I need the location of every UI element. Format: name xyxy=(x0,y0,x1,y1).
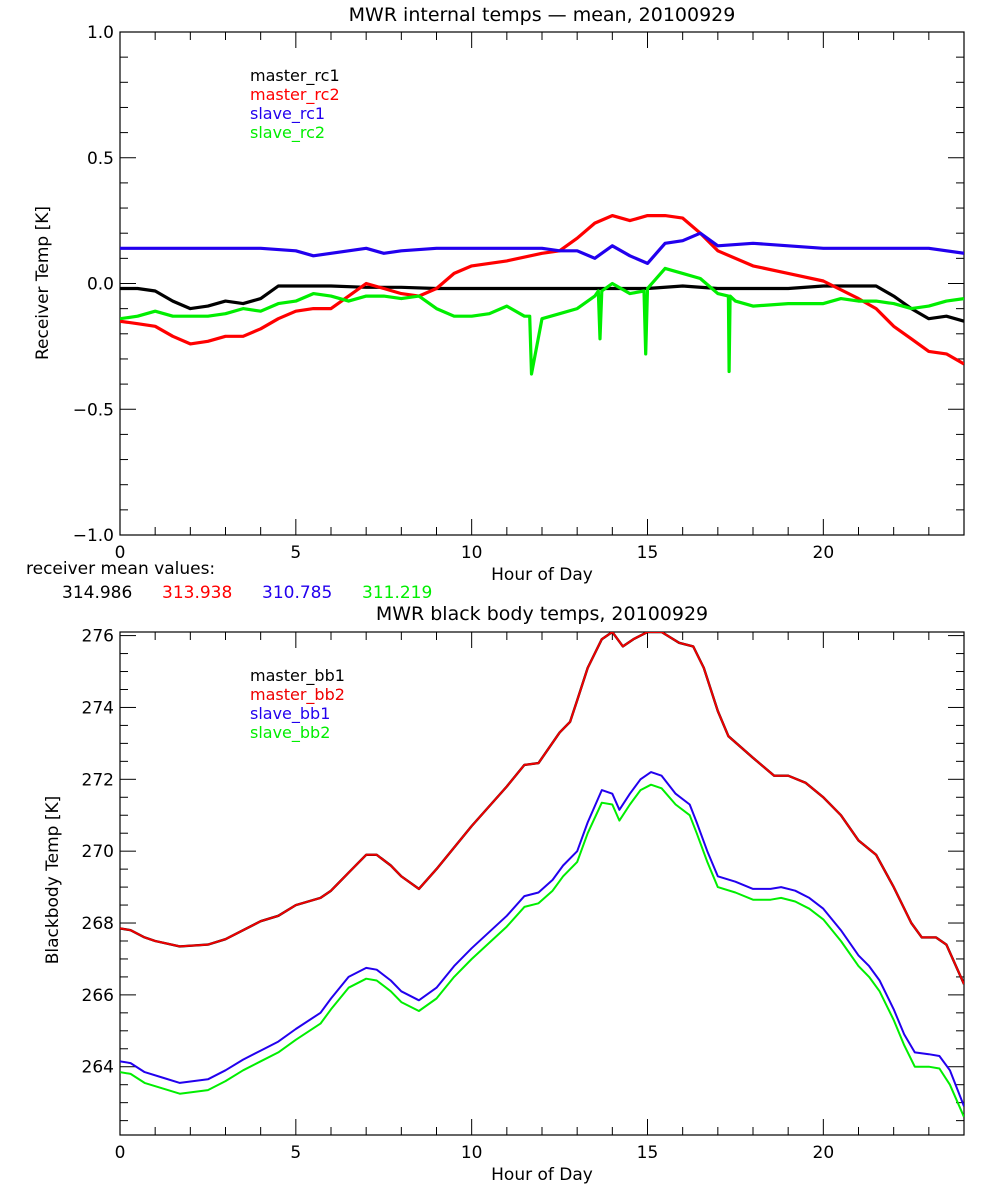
x-tick-label: 0 xyxy=(115,1143,126,1163)
x-tick-label: 5 xyxy=(290,543,301,563)
y-tick-label: 276 xyxy=(82,627,114,647)
legend-entry-slave-bb2: slave_bb2 xyxy=(250,723,330,743)
y-tick-label: 0.0 xyxy=(87,275,114,295)
legend-entry-master-bb1: master_bb1 xyxy=(250,666,345,686)
plot1-xlabel: Hour of Day xyxy=(491,565,593,585)
x-tick-label: 0 xyxy=(115,543,126,563)
legend-entry-slave-rc1: slave_rc1 xyxy=(250,104,325,124)
mean-value: 310.785 xyxy=(262,583,332,603)
plot1-ticks: 0 5 10 15 20 −1.0 −0.5 0.0 0.5 1.0 xyxy=(73,23,965,563)
y-tick-label: 270 xyxy=(82,842,114,862)
y-tick-label: −1.0 xyxy=(73,526,114,546)
y-tick-label: 272 xyxy=(82,770,114,790)
legend-entry-slave-bb1: slave_bb1 xyxy=(250,704,330,724)
x-tick-label: 20 xyxy=(813,543,835,563)
mean-values: 314.986 313.938 310.785 311.219 xyxy=(62,583,432,603)
mean-values-label: receiver mean values: xyxy=(26,559,215,579)
plot1-ylabel: Receiver Temp [K] xyxy=(33,206,53,360)
series-line-master-rc1 xyxy=(120,284,964,323)
x-tick-label: 15 xyxy=(637,1143,659,1163)
plot2-series xyxy=(120,632,964,1118)
series-line-slave-rc2 xyxy=(120,266,964,376)
y-tick-label: −0.5 xyxy=(73,400,114,420)
plot1-title: MWR internal temps — mean, 20100929 xyxy=(349,4,736,26)
series-line-master-rc2 xyxy=(120,214,964,366)
plot1-frame xyxy=(119,31,965,536)
series-line-master-bb1 xyxy=(120,632,964,985)
legend-entry-master-rc2: master_rc2 xyxy=(250,85,340,105)
legend-entry-master-rc1: master_rc1 xyxy=(250,66,340,86)
plot2-ticks: 0 5 10 15 20 264 266 268 270 272 274 276 xyxy=(82,627,965,1163)
x-tick-label: 20 xyxy=(813,1143,835,1163)
y-tick-label: 1.0 xyxy=(87,23,114,43)
y-tick-label: 0.5 xyxy=(87,149,114,169)
plot2-title: MWR black body temps, 20100929 xyxy=(376,603,708,625)
plot2-frame xyxy=(119,631,965,1136)
plot1-series xyxy=(120,214,964,376)
y-tick-label: 264 xyxy=(82,1058,114,1078)
series-line-slave-rc1 xyxy=(120,231,964,265)
legend-entry-master-bb2: master_bb2 xyxy=(250,685,345,705)
x-tick-label: 15 xyxy=(637,543,659,563)
x-tick-label: 10 xyxy=(461,1143,483,1163)
plot2-ylabel: Blackbody Temp [K] xyxy=(43,796,63,965)
plot2-xlabel: Hour of Day xyxy=(491,1165,593,1185)
mean-value: 313.938 xyxy=(162,583,232,603)
y-tick-label: 274 xyxy=(82,698,114,718)
receiver-temps-plot: MWR internal temps — mean, 20100929 0 5 10… xyxy=(26,4,965,603)
x-tick-label: 5 xyxy=(290,1143,301,1163)
y-tick-label: 266 xyxy=(82,986,114,1006)
x-tick-label: 10 xyxy=(461,543,483,563)
blackbody-temps-plot: MWR black body temps, 20100929 0 5 10 15 20 2… xyxy=(43,603,965,1185)
series-line-master-bb2 xyxy=(120,632,964,985)
y-tick-label: 268 xyxy=(82,914,114,934)
legend-entry-slave-rc2: slave_rc2 xyxy=(250,123,325,143)
mean-value: 311.219 xyxy=(362,583,432,603)
mean-value: 314.986 xyxy=(62,583,132,603)
series-line-slave-bb2 xyxy=(120,783,964,1118)
series-line-slave-bb1 xyxy=(120,771,964,1107)
